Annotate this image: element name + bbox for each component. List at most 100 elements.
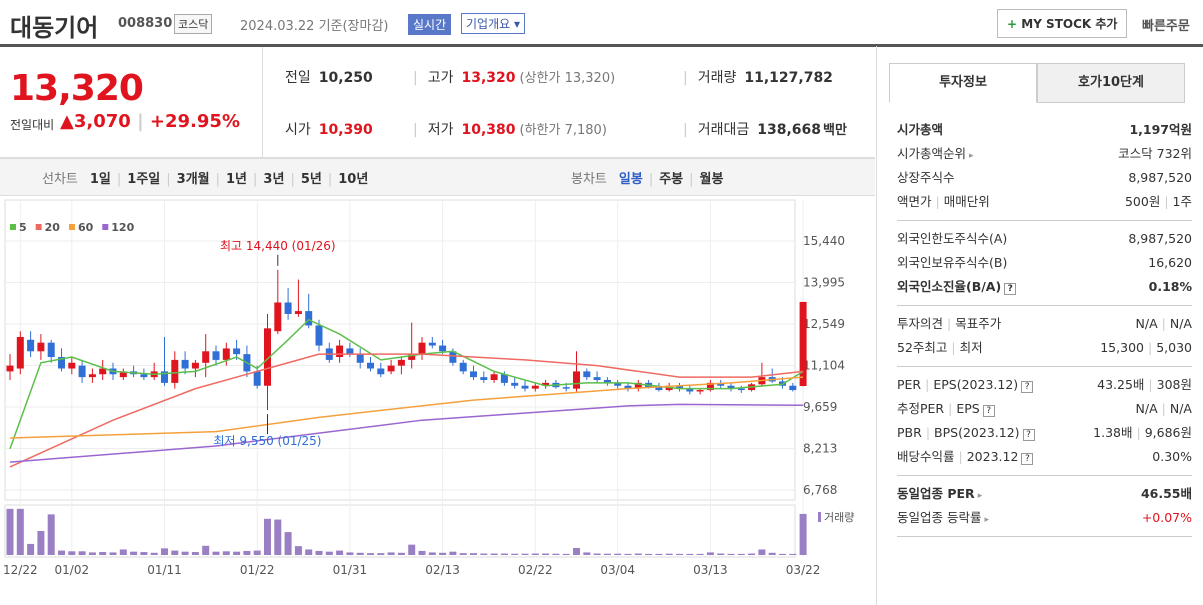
sep: | bbox=[1164, 194, 1169, 209]
period-button[interactable]: 일봉 bbox=[618, 172, 643, 187]
help-icon[interactable]: ? bbox=[1021, 453, 1034, 465]
volume-bar bbox=[356, 552, 364, 555]
legend-swatch bbox=[68, 224, 75, 230]
chart-toolbar: 선차트 1일 | 1주일 | 3개월 | 1년 | 3년 | 5년 | 10년 봉차트 일봉 | 주봉 | 월봉 bbox=[0, 158, 875, 196]
ma-line bbox=[9, 353, 804, 468]
volume-bar bbox=[428, 552, 436, 555]
value-part: +0.07% bbox=[1141, 510, 1192, 525]
volume-bar bbox=[490, 553, 498, 555]
value-part: 코스닥 732위 bbox=[1118, 146, 1192, 161]
summary-extra: (상한가 13,320) bbox=[519, 71, 616, 86]
candle-body bbox=[696, 390, 704, 392]
divider: | bbox=[166, 172, 171, 187]
period-button[interactable]: 1년 bbox=[226, 172, 248, 187]
volume-bar bbox=[294, 546, 302, 555]
x-tick-label: 03/22 bbox=[786, 563, 821, 577]
volume-bar bbox=[789, 553, 797, 555]
divider: | bbox=[683, 70, 688, 86]
help-icon[interactable]: ? bbox=[1022, 429, 1035, 441]
tab[interactable]: 호가10단계 bbox=[1037, 63, 1185, 103]
summary-cell: | 거래대금 138,668 백만 bbox=[683, 119, 847, 139]
info-section: PER | EPS(2023.12)? 43.25배 | 308원 추정PER | EPS? N/… bbox=[897, 367, 1192, 476]
volume-bar bbox=[562, 553, 570, 555]
sep: | bbox=[1148, 377, 1153, 392]
volume-bar bbox=[191, 552, 199, 555]
info-body: 시가총액 1,197억원 시가총액순위 ▸ 코스닥 732위 상장주식수 8,987,520… bbox=[877, 112, 1203, 537]
candle-body bbox=[397, 359, 405, 366]
volume-bar bbox=[439, 552, 447, 555]
info-label: 시가총액 bbox=[897, 118, 943, 142]
help-icon[interactable]: ? bbox=[982, 405, 995, 417]
summary-cell: 전일 10,250 bbox=[285, 67, 373, 87]
label-part: PBR bbox=[897, 425, 922, 440]
candle-body bbox=[336, 345, 344, 358]
volume-bar bbox=[676, 553, 683, 555]
info-row: 투자의견 | 목표주가 N/A | N/A bbox=[897, 312, 1192, 336]
period-button[interactable]: 3개월 bbox=[176, 172, 210, 187]
x-tick-label: 12/22 bbox=[3, 563, 38, 577]
period-button[interactable]: 월봉 bbox=[699, 172, 724, 187]
tab[interactable]: 투자정보 bbox=[889, 63, 1037, 103]
volume-bar bbox=[274, 519, 282, 555]
mystock-button[interactable]: + MY STOCK 추가 bbox=[997, 9, 1128, 38]
volume-bar bbox=[696, 553, 704, 555]
x-tick-label: 03/13 bbox=[693, 563, 728, 577]
volume-bar bbox=[634, 553, 642, 555]
info-row: 외국인보유주식수(B) 16,620 bbox=[897, 251, 1192, 275]
info-value: 8,987,520 bbox=[1128, 166, 1192, 190]
label-part: PER bbox=[897, 377, 922, 392]
info-value: 43.25배 | 308원 bbox=[1097, 373, 1192, 397]
label-part: 동일업종 등락률 bbox=[897, 510, 982, 525]
candle-body bbox=[470, 371, 477, 378]
period-button[interactable]: 5년 bbox=[300, 172, 322, 187]
volume-bar bbox=[99, 552, 107, 555]
candle-body bbox=[37, 342, 45, 352]
info-label: 액면가 | 매매단위 bbox=[897, 190, 990, 214]
candle-body bbox=[305, 311, 313, 326]
candle-body bbox=[573, 371, 580, 389]
arrow-icon: ▸ bbox=[984, 515, 990, 525]
realtime-badge[interactable]: 실시간 bbox=[408, 14, 452, 35]
period-button[interactable]: 3년 bbox=[263, 172, 285, 187]
candle-body bbox=[521, 385, 529, 389]
up-icon: ▲ bbox=[60, 111, 74, 132]
info-row: 액면가 | 매매단위 500원 | 1주 bbox=[897, 190, 1192, 214]
help-icon[interactable]: ? bbox=[1021, 381, 1034, 393]
period-button[interactable]: 1주일 bbox=[127, 172, 161, 187]
info-section: 외국인한도주식수(A) 8,987,520 외국인보유주식수(B) 16,620 외국인… bbox=[897, 221, 1192, 306]
candle-body bbox=[789, 385, 797, 391]
period-button[interactable]: 주봉 bbox=[659, 172, 684, 187]
label-part: 52주최고 bbox=[897, 340, 948, 355]
quick-order[interactable]: 빠른주문 bbox=[1142, 19, 1190, 34]
info-value: 15,300 | 5,030 bbox=[1100, 336, 1192, 360]
value-part: 500원 bbox=[1124, 194, 1161, 209]
candle-body bbox=[161, 371, 168, 383]
label-part: 배당수익률 bbox=[897, 449, 955, 464]
volume-bar bbox=[233, 551, 241, 555]
info-label: 추정PER | EPS? bbox=[897, 397, 995, 421]
info-label: 상장주식수 bbox=[897, 166, 955, 190]
divider: | bbox=[215, 172, 221, 187]
volume-bar bbox=[727, 553, 735, 555]
info-value: N/A | N/A bbox=[1136, 397, 1192, 421]
info-row: 동일업종 PER ▸ 46.55배 bbox=[897, 482, 1192, 506]
summary-value: 11,127,782 bbox=[744, 70, 833, 86]
candle-chart-label: 봉차트 bbox=[571, 172, 607, 187]
candle-body bbox=[6, 365, 14, 372]
summary-extra: (하한가 7,180) bbox=[519, 123, 607, 138]
label-part: 외국인소진율(B/A) bbox=[897, 279, 1002, 294]
price-box bbox=[0, 47, 263, 158]
divider: | bbox=[290, 172, 295, 187]
overview-button[interactable]: 기업개요 ▾ bbox=[461, 13, 526, 34]
label-part: 투자의견 bbox=[897, 316, 944, 331]
info-row: 동일업종 등락률 ▸ +0.07% bbox=[897, 506, 1192, 530]
help-icon[interactable]: ? bbox=[1004, 283, 1017, 295]
period-button[interactable]: 1일 bbox=[89, 172, 111, 187]
overview-label: 기업개요 bbox=[466, 17, 511, 31]
period-button[interactable]: 10년 bbox=[338, 172, 369, 187]
info-section: 투자의견 | 목표주가 N/A | N/A 52주최고 | 최저 15,300 | 5,030 bbox=[897, 306, 1192, 367]
summary-label: 시가 bbox=[285, 122, 311, 138]
summary: 전일 10,250 | 고가 13,320 (상한가 13,320) | 거래량 11,127,… bbox=[263, 47, 875, 158]
